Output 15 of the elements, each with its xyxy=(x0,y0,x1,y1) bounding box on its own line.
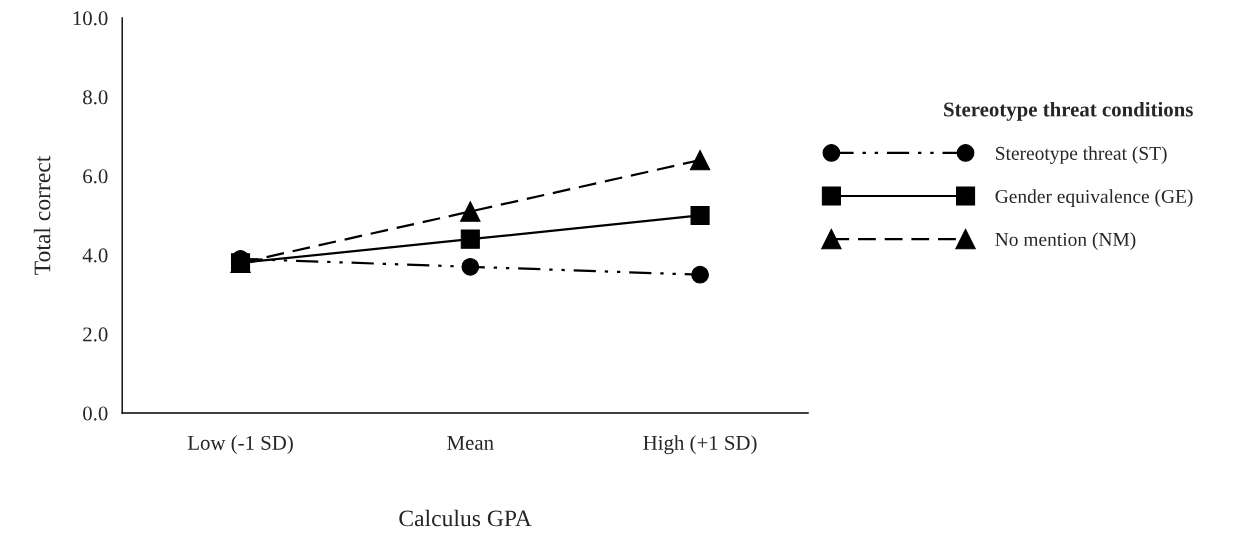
y-axis-title: Total correct xyxy=(33,155,51,275)
y-tick-label: 10.0 xyxy=(73,11,108,26)
legend-title: Stereotype threat conditions xyxy=(944,101,1193,121)
y-tick-label: 4.0 xyxy=(82,248,108,263)
x-axis-title: Calculus GPA xyxy=(399,509,532,527)
x-tick-label: High (+1 SD) xyxy=(643,435,757,455)
y-tick-label: 2.0 xyxy=(83,327,108,342)
x-tick-label: Low (-1 SD) xyxy=(187,435,293,455)
y-tick-label: 6.0 xyxy=(83,169,108,184)
x-tick-label: Mean xyxy=(447,436,494,450)
legend-label: Stereotype threat (ST) xyxy=(996,146,1167,164)
legend-label: No mention (NM) xyxy=(995,232,1136,250)
y-tick-label: 0.0 xyxy=(83,406,108,421)
legend-label: Gender equivalence (GE) xyxy=(995,189,1193,207)
y-tick-label: 8.0 xyxy=(83,90,108,105)
